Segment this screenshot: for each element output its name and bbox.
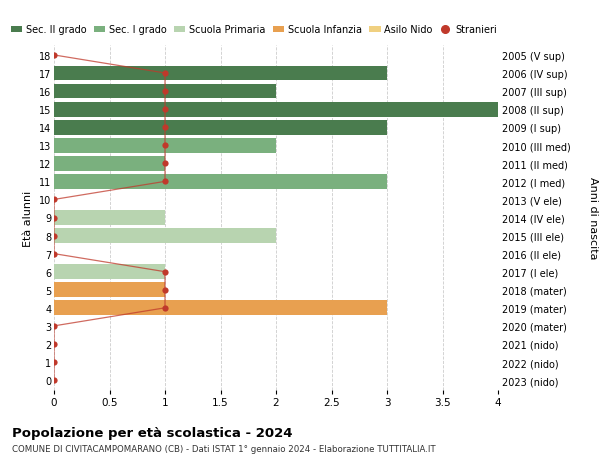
Bar: [54, 139, 276, 153]
Bar: [54, 67, 387, 81]
Bar: [54, 301, 387, 315]
Bar: [54, 174, 387, 190]
Bar: [54, 229, 276, 243]
Text: Popolazione per età scolastica - 2024: Popolazione per età scolastica - 2024: [12, 426, 293, 439]
Bar: [54, 121, 387, 135]
Bar: [54, 102, 498, 117]
Bar: [54, 211, 165, 225]
Bar: [54, 84, 276, 99]
Bar: [54, 157, 165, 171]
Y-axis label: Anni di nascita: Anni di nascita: [587, 177, 598, 259]
Legend: Sec. II grado, Sec. I grado, Scuola Primaria, Scuola Infanzia, Asilo Nido, Stran: Sec. II grado, Sec. I grado, Scuola Prim…: [7, 22, 501, 39]
Y-axis label: Età alunni: Età alunni: [23, 190, 33, 246]
Text: COMUNE DI CIVITACAMPOMARANO (CB) - Dati ISTAT 1° gennaio 2024 - Elaborazione TUT: COMUNE DI CIVITACAMPOMARANO (CB) - Dati …: [12, 444, 436, 453]
Bar: [54, 265, 165, 280]
Bar: [54, 283, 165, 297]
